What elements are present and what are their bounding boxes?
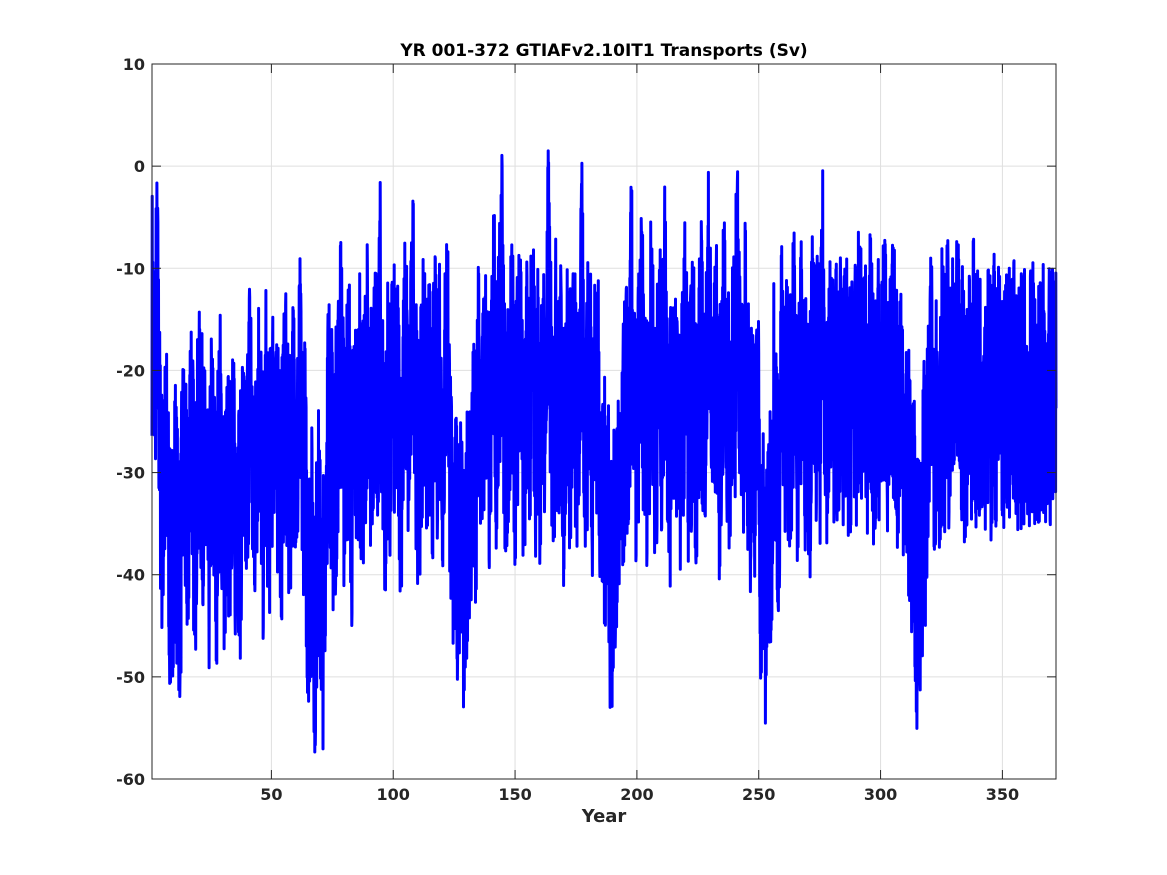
y-tick-label: -20: [116, 361, 145, 380]
x-tick-label: 250: [742, 785, 775, 804]
x-axis-title: Year: [581, 806, 627, 827]
x-tick-label: 50: [260, 785, 282, 804]
y-tick-label: -50: [116, 668, 145, 687]
axes-box: [151, 63, 1057, 780]
y-tick-label: -10: [116, 259, 145, 278]
y-tick-label: -30: [116, 464, 145, 483]
x-tick-label: 300: [864, 785, 897, 804]
y-tick-label: -60: [116, 770, 145, 789]
chart-title: YR 001-372 GTIAFv2.10IT1 Transports (Sv): [399, 41, 807, 61]
x-tick-label: 350: [986, 785, 1019, 804]
transport-series-line: [150, 149, 1058, 754]
axes: [151, 63, 1057, 780]
y-tick-label: 0: [134, 157, 145, 176]
x-tick-label: 150: [498, 785, 531, 804]
x-tick-label: 100: [377, 785, 410, 804]
x-tick-label: 200: [620, 785, 653, 804]
y-tick-label: 10: [123, 55, 145, 74]
tick-labels: 50 100 150 200 250 300 350100-10-20-30-40-50-6…: [116, 55, 1019, 804]
y-tick-label: -40: [116, 566, 145, 585]
plot-area: [150, 149, 1058, 754]
